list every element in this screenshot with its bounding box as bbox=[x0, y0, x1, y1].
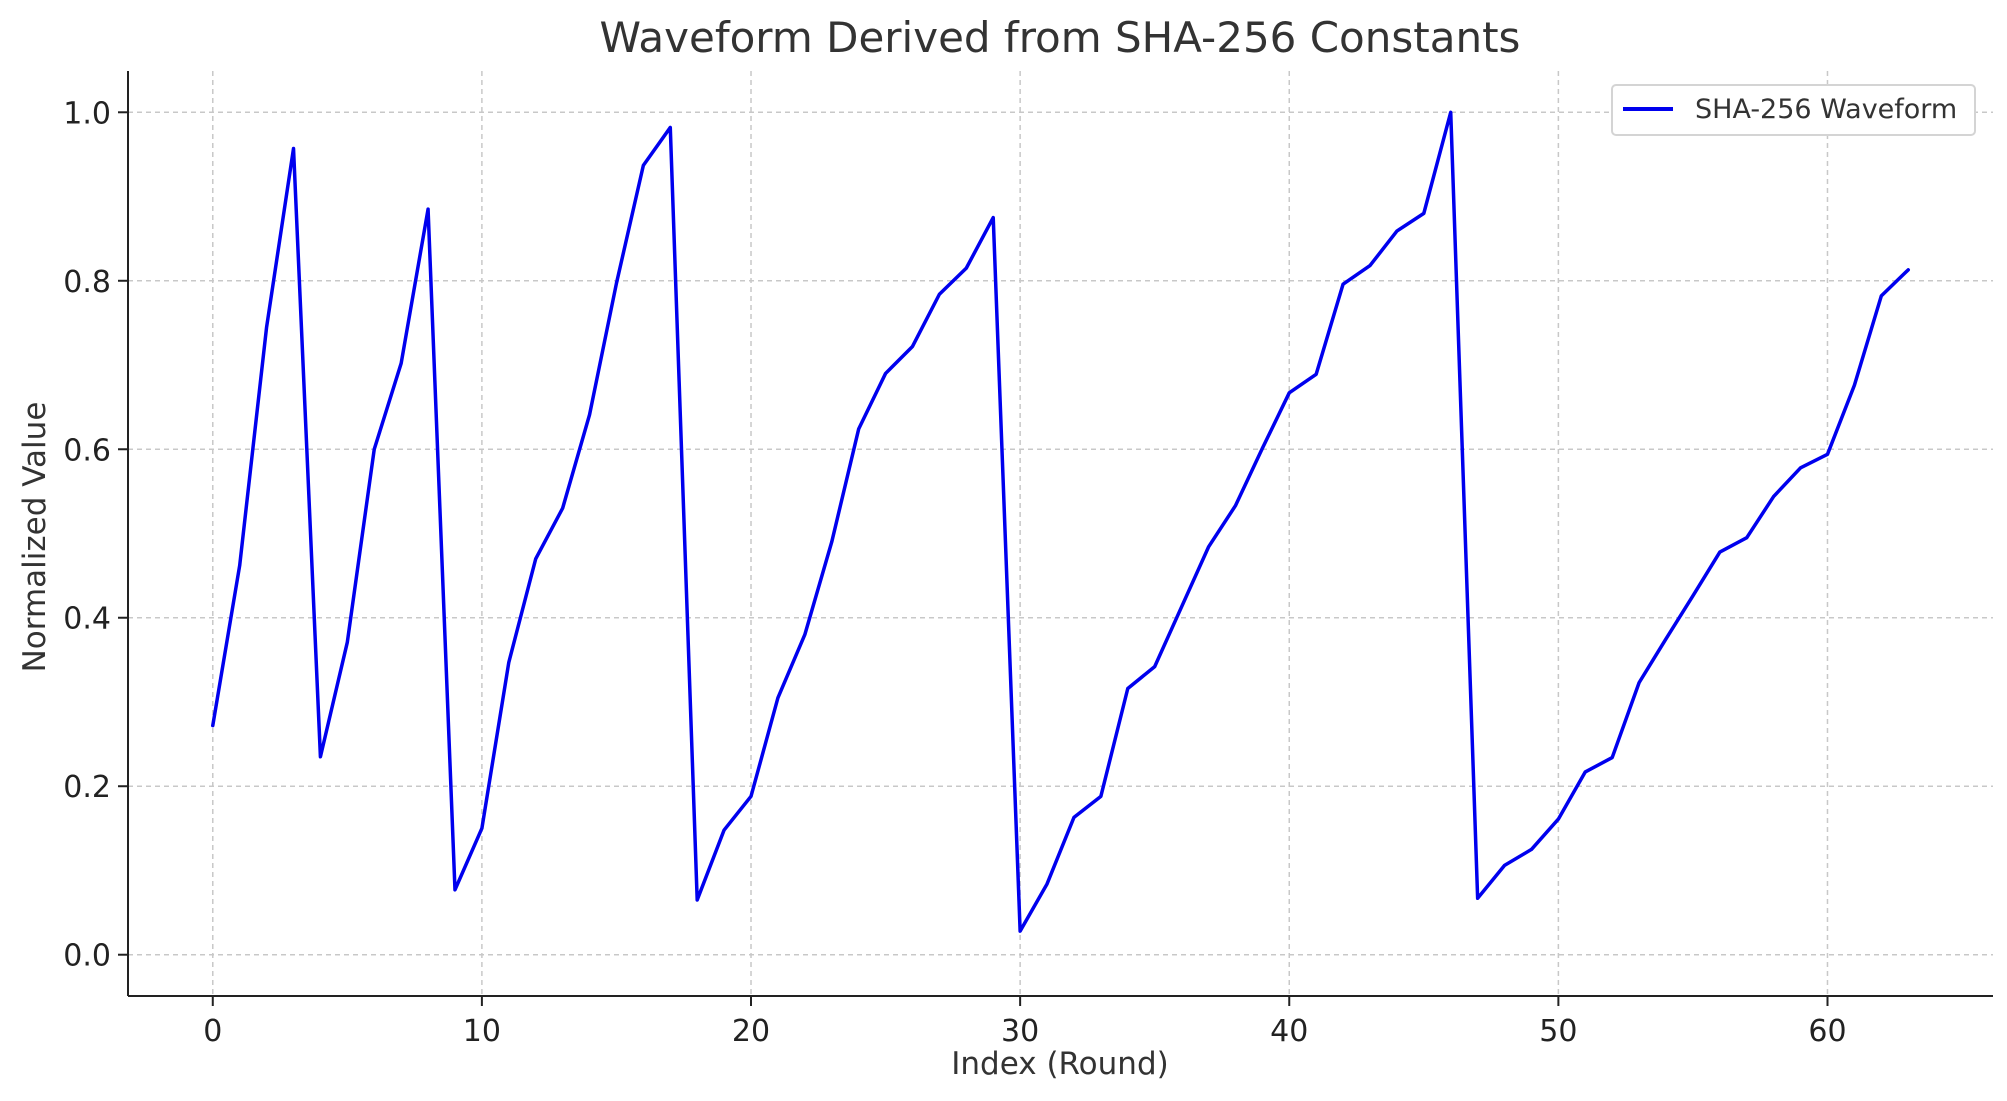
series-layer bbox=[211, 110, 1910, 933]
x-tick-label: 60 bbox=[1808, 1014, 1846, 1049]
x-tick-label: 0 bbox=[203, 1014, 222, 1049]
x-tick-label: 20 bbox=[732, 1014, 770, 1049]
x-tick-label: 30 bbox=[1001, 1014, 1039, 1049]
axes: 0 10 20 30 40 50 60 0.0 0.2 0.4 0.6 0.8 1.0 bbox=[63, 71, 1993, 1049]
x-axis-label: Index (Round) bbox=[951, 1046, 1168, 1082]
y-tick-label: 0.6 bbox=[63, 433, 111, 468]
series-line-sha-256-waveform bbox=[211, 110, 1910, 933]
legend: SHA-256 Waveform bbox=[1611, 84, 1976, 136]
chart-title: Waveform Derived from SHA-256 Constants bbox=[600, 13, 1521, 62]
x-tick-label: 50 bbox=[1539, 1014, 1577, 1049]
y-tick-label: 1.0 bbox=[63, 96, 111, 131]
y-tick-label: 0.8 bbox=[63, 265, 111, 300]
grid-lines bbox=[128, 71, 1993, 996]
legend-box bbox=[1611, 84, 1976, 136]
y-tick-label: 0.4 bbox=[63, 602, 111, 637]
y-tick-label: 0.2 bbox=[63, 770, 111, 805]
x-tick-label: 10 bbox=[463, 1014, 501, 1049]
legend-label-sha-256-waveform: SHA-256 Waveform bbox=[1695, 94, 1957, 125]
x-tick-label: 40 bbox=[1270, 1014, 1308, 1049]
y-tick-label: 0.0 bbox=[63, 939, 111, 974]
y-axis-label: Normalized Value bbox=[17, 402, 53, 673]
